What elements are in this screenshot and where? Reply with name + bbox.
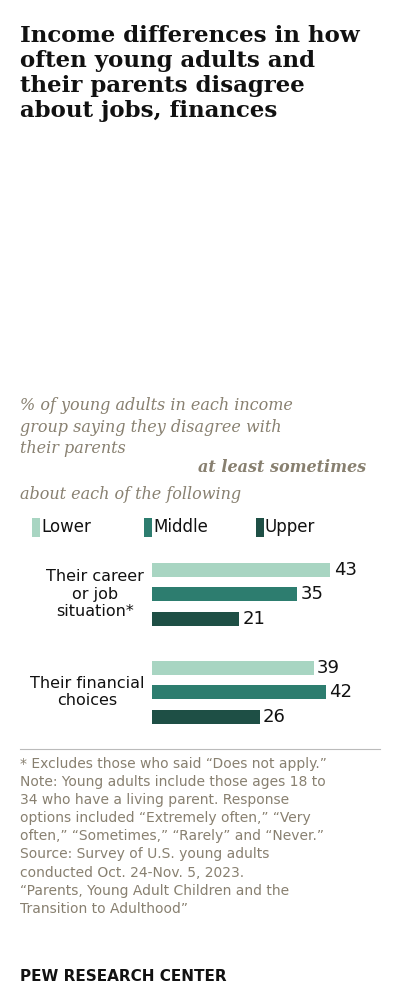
Text: Middle: Middle (153, 518, 208, 536)
Text: 35: 35 (300, 585, 324, 604)
Text: 43: 43 (334, 560, 356, 578)
Text: Income differences in how
often young adults and
their parents disagree
about jo: Income differences in how often young ad… (20, 25, 360, 123)
Text: Their career
or job
situation*: Their career or job situation* (46, 569, 144, 619)
Bar (152, 612, 239, 626)
Text: 42: 42 (330, 683, 352, 701)
Text: Upper: Upper (265, 518, 315, 536)
Text: * Excludes those who said “Does not apply.”
Note: Young adults include those age: * Excludes those who said “Does not appl… (20, 757, 327, 915)
Text: 21: 21 (242, 610, 265, 628)
Bar (152, 562, 330, 576)
Bar (152, 685, 326, 699)
Text: % of young adults in each income
group saying they disagree with
their parents: % of young adults in each income group s… (20, 397, 293, 457)
Text: PEW RESEARCH CENTER: PEW RESEARCH CENTER (20, 969, 227, 984)
Text: at least sometimes: at least sometimes (198, 460, 366, 476)
Text: Lower: Lower (41, 518, 91, 536)
Text: Their financial
choices: Their financial choices (30, 676, 144, 708)
Text: 39: 39 (317, 659, 340, 677)
Bar (152, 661, 314, 675)
Text: 26: 26 (263, 708, 286, 725)
Bar (152, 709, 260, 724)
Bar (152, 588, 297, 602)
Text: about each of the following: about each of the following (20, 486, 241, 503)
